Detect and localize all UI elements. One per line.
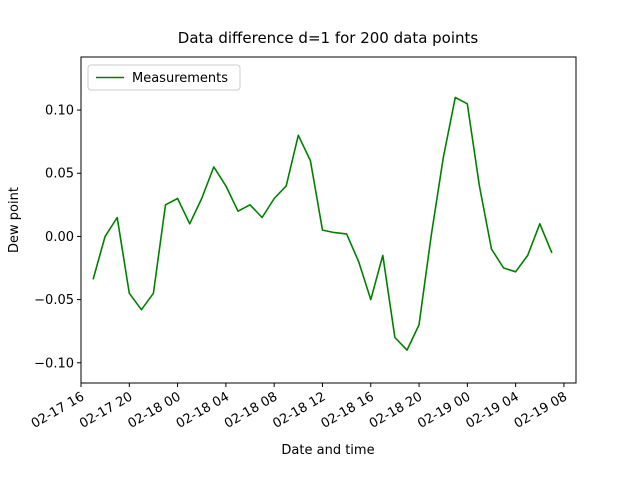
x-axis-label: Date and time <box>281 443 374 458</box>
y-tick-label: −0.05 <box>34 293 74 308</box>
line-series <box>92 96 553 351</box>
y-tick-label: 0.10 <box>45 104 74 119</box>
x-tick-label: 02-17 20 <box>77 389 135 431</box>
x-tick-label: 02-17 16 <box>29 389 87 431</box>
x-tick-label: 02-18 20 <box>367 389 425 431</box>
y-tick-label: 0.00 <box>45 230 74 245</box>
legend-box <box>87 64 241 91</box>
x-tick-label: 02-19 08 <box>512 389 570 431</box>
x-tick-label: 02-18 04 <box>174 389 232 431</box>
x-tick-label: 02-18 12 <box>270 389 328 431</box>
y-axis-label: Dew point <box>7 187 22 253</box>
axes-frame <box>80 56 577 384</box>
x-tick-label: 02-19 00 <box>415 389 473 431</box>
x-tick-label: 02-19 04 <box>464 389 522 431</box>
x-tick-label: 02-18 00 <box>125 389 183 431</box>
chart-title: Data difference d=1 for 200 data points <box>178 29 479 47</box>
legend-label: Measurements <box>132 71 228 86</box>
y-tick-label: −0.10 <box>34 356 74 371</box>
y-tick-label: 0.05 <box>45 167 74 182</box>
x-tick-label: 02-18 08 <box>222 389 280 431</box>
x-tick-label: 02-18 16 <box>319 389 377 431</box>
